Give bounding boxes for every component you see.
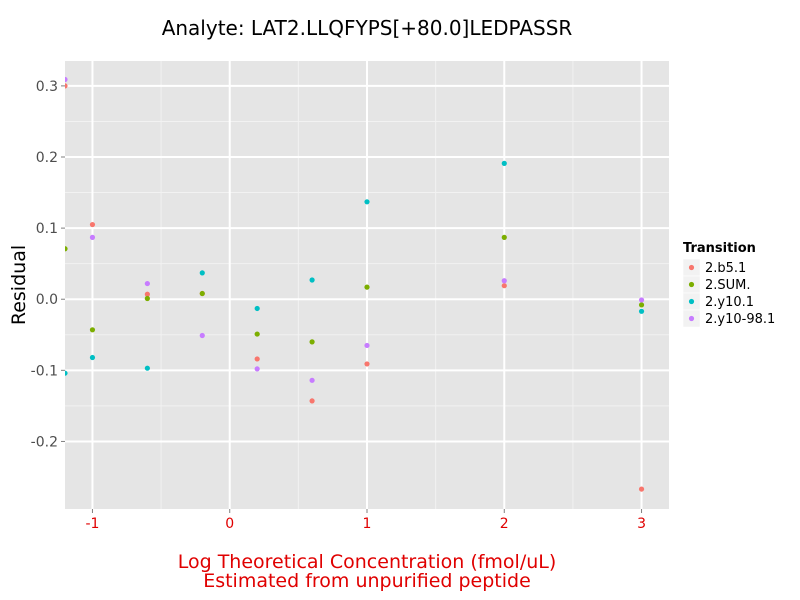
legend-marker [688, 281, 695, 288]
legend-marker [688, 315, 695, 322]
legend-label: 2.y10.1 [705, 295, 754, 310]
legend-marker [688, 298, 695, 305]
data-point [638, 297, 645, 303]
data-point [199, 332, 205, 339]
legend-marker [688, 264, 695, 271]
data-point [501, 283, 507, 289]
y-tick-label: 0.1 [36, 221, 58, 237]
legend-title: Transition [683, 241, 756, 256]
y-tick-label: -0.1 [31, 363, 58, 379]
y-axis-label: Residual [8, 245, 30, 325]
y-axis-ticks: -0.2 -0.1 0.0 0.1 0.2 0.3 [31, 79, 65, 450]
legend-label: 2.b5.1 [705, 261, 746, 276]
data-point [199, 290, 205, 297]
y-tick-label: 0.3 [36, 79, 58, 95]
x-axis-ticks: -1 0 1 2 3 [85, 509, 646, 532]
data-point [309, 339, 315, 345]
x-tick-label: 3 [637, 516, 646, 532]
data-point [89, 234, 96, 240]
data-point [144, 365, 150, 371]
data-point [254, 356, 260, 362]
legend-label: 2.SUM. [705, 278, 751, 293]
data-point [364, 284, 370, 290]
x-axis-label: Log Theoretical Concentration (fmol/uL) [178, 551, 557, 573]
legend-label: 2.y10-98.1 [705, 312, 775, 327]
data-point [638, 302, 645, 308]
data-point [309, 398, 315, 404]
data-point [199, 270, 205, 276]
data-point [144, 280, 150, 287]
data-point [309, 377, 315, 383]
data-points [65, 76, 645, 492]
data-point [638, 308, 645, 314]
data-point [89, 221, 96, 228]
data-point [364, 342, 370, 349]
data-point [65, 370, 68, 376]
data-point [364, 199, 370, 205]
data-point [364, 361, 370, 367]
grid-lines [65, 61, 669, 509]
data-point [309, 277, 315, 283]
data-point [254, 305, 260, 312]
legend: Transition 2.b5.1 2.SUM. 2.y10.1 2.y10-98.1 [682, 241, 775, 328]
x-tick-label: 2 [500, 516, 509, 532]
data-point [638, 486, 645, 492]
y-tick-label: 0.2 [36, 150, 58, 166]
data-point [254, 366, 260, 372]
data-point [89, 354, 96, 361]
data-point [65, 83, 68, 89]
data-point [89, 327, 96, 333]
data-point [501, 234, 507, 240]
data-point [501, 160, 507, 166]
x-tick-label: 1 [363, 516, 372, 532]
data-point [144, 291, 150, 297]
x-axis-sublabel: Estimated from unpurified peptide [203, 570, 531, 592]
chart-title: Analyte: LAT2.LLQFYPS[+80.0]LEDPASSR [162, 16, 573, 40]
data-point [65, 246, 68, 252]
data-point [65, 76, 68, 83]
x-tick-label: -1 [85, 516, 99, 532]
y-tick-label: -0.2 [31, 434, 58, 450]
data-point [144, 295, 150, 302]
data-point [254, 331, 260, 337]
y-tick-label: 0.0 [36, 292, 58, 308]
data-point [501, 278, 507, 284]
x-tick-label: 0 [225, 516, 234, 532]
